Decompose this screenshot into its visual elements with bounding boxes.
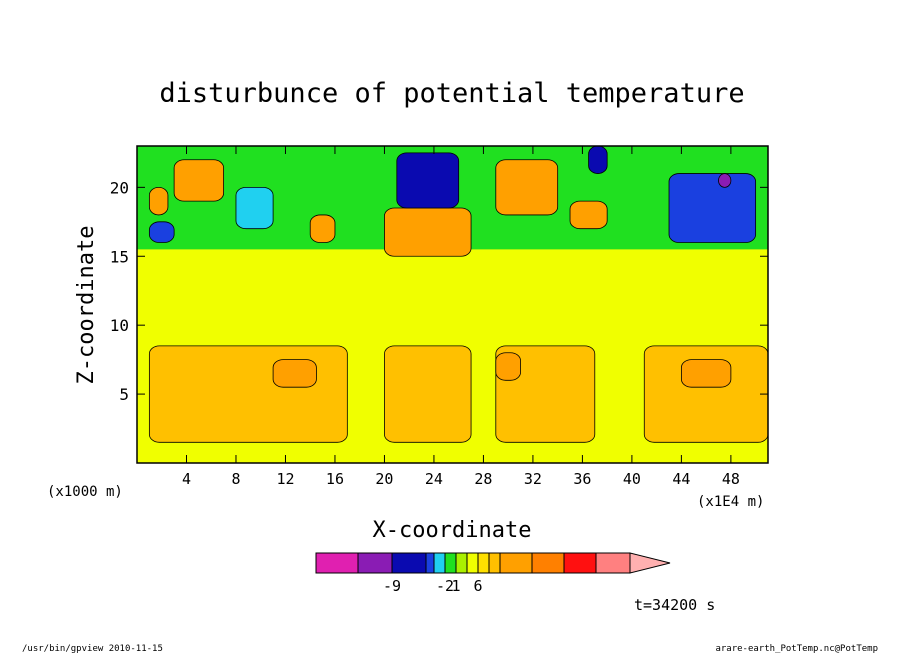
x-tick-label: 8 <box>231 470 240 488</box>
x-unit-left: (x1000 m) <box>47 484 123 500</box>
field-region <box>384 345 472 443</box>
x-tick-label: 48 <box>722 470 740 488</box>
field-region <box>235 186 274 230</box>
colorbar-swatch <box>433 552 446 574</box>
colorbar-tick-label: -2 <box>436 577 454 595</box>
y-tick-label: 5 <box>119 385 129 404</box>
colorbar-swatch <box>477 552 490 574</box>
colorbar-tick-label: -9 <box>383 577 401 595</box>
colorbar-swatch <box>488 552 501 574</box>
x-unit-right: (x1E4 m) <box>697 494 764 510</box>
colorbar-swatch <box>357 552 393 574</box>
field-region <box>384 207 472 257</box>
x-tick-label: 20 <box>375 470 393 488</box>
colorbar-tick-label: 1 <box>451 577 460 595</box>
colorbar-swatch <box>391 552 427 574</box>
colorbar-swatch <box>425 552 435 574</box>
x-tick-label: 32 <box>524 470 542 488</box>
x-tick-label: 4 <box>182 470 191 488</box>
colorbar-swatch <box>455 552 468 574</box>
x-tick-label: 24 <box>425 470 443 488</box>
y-axis-label: Z-coordinate <box>74 226 99 385</box>
field-region <box>680 359 732 388</box>
plot-frame <box>136 145 769 464</box>
field-region <box>643 345 768 443</box>
field-region <box>173 159 225 202</box>
x-tick-label: 16 <box>326 470 344 488</box>
colorbar-swatch <box>595 552 631 574</box>
colorbar-tick-label: 6 <box>473 577 482 595</box>
x-tick-label: 44 <box>672 470 690 488</box>
footer-program-date: /usr/bin/gpview 2010-11-15 <box>22 644 163 654</box>
colorbar-swatch <box>531 552 565 574</box>
colorbar-swatch <box>466 552 479 574</box>
field-region <box>588 146 608 174</box>
field-region <box>148 186 169 216</box>
field-region <box>495 159 559 216</box>
time-label: t=34200 s <box>634 596 715 614</box>
footer-file-variable: arare-earth_PotTemp.nc@PotTemp <box>715 644 878 654</box>
field-region <box>396 152 460 209</box>
colorbar-swatch <box>499 552 533 574</box>
colorbar: -9 -21 6 <box>315 552 671 595</box>
x-axis-label: X-coordinate <box>373 518 532 543</box>
field-region <box>148 221 175 243</box>
x-tick-label: 36 <box>573 470 591 488</box>
x-tick-label: 28 <box>474 470 492 488</box>
y-tick-label: 20 <box>110 178 129 197</box>
colorbar-extend-triangle <box>629 552 671 574</box>
field-region <box>272 359 317 388</box>
colorbar-swatch <box>444 552 457 574</box>
field-region <box>668 173 757 243</box>
colorbar-swatch <box>315 552 359 574</box>
y-tick-label: 15 <box>110 247 129 266</box>
field-region <box>569 200 608 230</box>
field-region <box>309 214 336 243</box>
y-tick-label: 10 <box>110 316 129 335</box>
field-region <box>718 173 732 188</box>
x-tick-label: 40 <box>623 470 641 488</box>
field-region <box>148 345 348 443</box>
colorbar-swatch <box>563 552 597 574</box>
x-tick-label: 12 <box>276 470 294 488</box>
chart-title: disturbunce of potential temperature <box>159 78 744 109</box>
field-region <box>495 352 521 381</box>
